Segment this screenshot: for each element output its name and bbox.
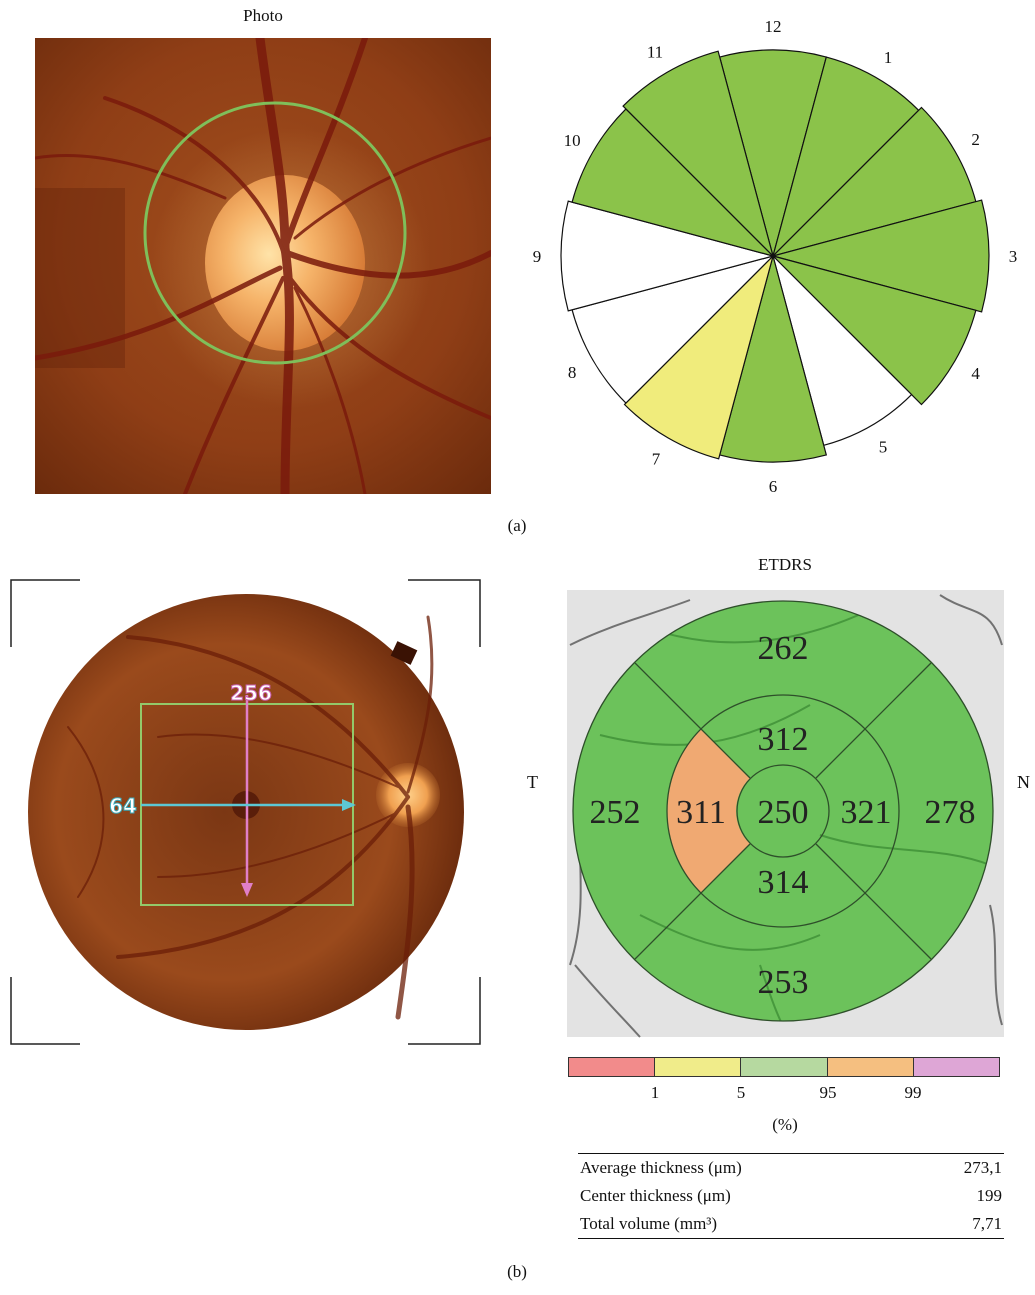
sector-label: 4 [971,364,980,383]
sector-8 [571,254,776,404]
sector-pie-chart: 12 1 2 3 4 5 6 7 8 9 10 11 [525,14,1025,504]
photo-title: Photo [243,6,283,25]
percentile-legend [568,1057,1000,1077]
legend-unit: (%) [772,1115,798,1134]
legend-swatch [826,1058,913,1076]
stat-value: 7,71 [972,1214,1002,1233]
value-inner-inferior: 314 [758,864,809,901]
sector-10 [571,108,776,258]
value-outer-nasal: 278 [925,794,976,831]
stat-label: Average thickness (μm) [580,1158,742,1177]
stat-label: Center thickness (μm) [580,1186,731,1205]
panel-b-caption: (b) [507,1262,527,1281]
legend-swatch [654,1058,741,1076]
value-outer-inferior: 253 [758,964,809,1001]
sector-label: 2 [971,130,980,149]
sector-1 [771,56,920,259]
legend-tick: 95 [819,1083,837,1102]
stat-value: 199 [976,1186,1003,1205]
thickness-stats-table: Average thickness (μm) 273,1 Center thic… [578,1153,1004,1239]
optic-disc-photo [32,33,494,499]
scan-horizontal-label: 64 [109,794,137,818]
table-row: Total volume (mm³) 7,71 [578,1210,1004,1238]
sector-label: 3 [1009,247,1018,266]
legend-swatch [569,1058,655,1076]
value-inner-temporal: 311 [676,794,726,831]
sector-label: 11 [647,43,663,62]
nasal-label: N [1017,772,1030,792]
sector-label: 9 [533,247,542,266]
scan-vertical-label: 256 [230,681,272,705]
value-center: 250 [758,794,809,831]
legend-tick: 99 [904,1083,922,1102]
sector-label: 10 [564,131,581,150]
stat-label: Total volume (mm³) [580,1214,718,1233]
legend-swatch [912,1058,1000,1076]
table-row: Center thickness (μm) 199 [578,1182,1004,1210]
legend-ticks: 1 5 95 99 [568,1083,1000,1105]
etdrs-title: ETDRS [758,555,812,574]
temporal-label: T [527,772,538,792]
value-inner-nasal: 321 [841,794,892,831]
sector-4 [770,254,977,406]
sector-7 [623,253,775,460]
sector-3 [770,199,990,313]
etdrs-inner-temporal-sector [667,729,750,893]
sector-9 [560,200,776,312]
value-inner-superior: 312 [758,721,809,758]
table-row: Average thickness (μm) 273,1 [578,1154,1004,1182]
sector-label: 1 [884,48,893,67]
sector-5 [771,253,913,447]
fundus-scan-image: 256 64 [8,577,483,1047]
value-outer-temporal: 252 [590,794,641,831]
etdrs-map: 262 312 252 311 250 321 278 314 253 [520,585,1035,1040]
sector-6 [718,253,828,463]
legend-swatch [740,1058,827,1076]
sector-2 [770,106,977,258]
sector-12 [718,49,828,259]
sector-label: 6 [769,477,778,496]
legend-tick: 5 [736,1083,746,1102]
sector-label: 7 [652,450,661,469]
sector-11 [622,50,775,259]
sector-label: 5 [879,438,888,457]
legend-tick: 1 [650,1083,660,1102]
value-outer-superior: 262 [758,630,809,667]
sector-label: 12 [765,17,782,36]
panel-a-caption: (a) [507,516,527,535]
sector-label: 8 [568,363,577,382]
stat-value: 273,1 [963,1158,1002,1177]
